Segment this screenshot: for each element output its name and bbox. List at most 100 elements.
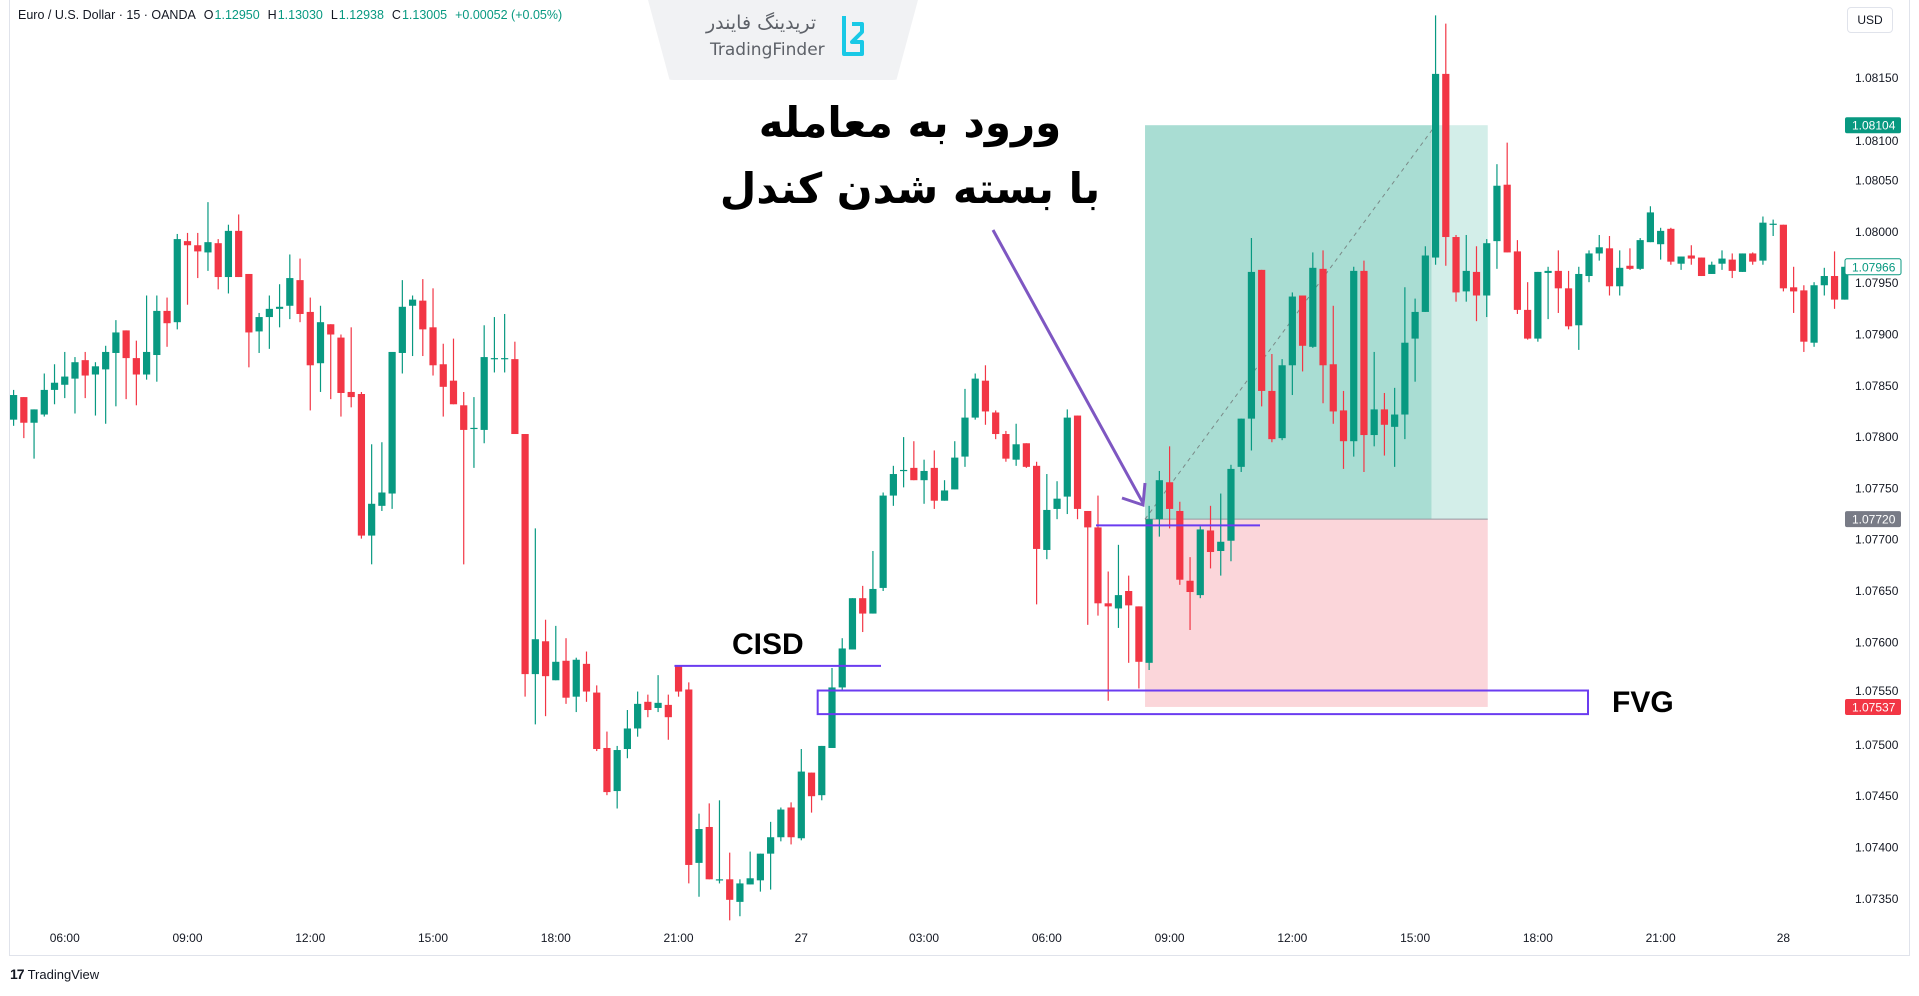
candle-93	[961, 388, 969, 467]
candle-body	[1339, 410, 1348, 442]
candle-38	[398, 280, 406, 374]
tradingview-logo[interactable]: 17 TradingView	[10, 966, 99, 982]
candle-19	[204, 202, 212, 271]
candle-44	[460, 391, 468, 565]
candle-body	[1104, 603, 1112, 607]
candle-107	[1104, 571, 1112, 701]
candle-132	[1360, 260, 1368, 472]
candle-30	[316, 305, 325, 392]
candle-body	[501, 358, 509, 360]
candle-body	[1125, 591, 1133, 606]
candle-body	[337, 337, 345, 393]
candle-body	[1544, 270, 1552, 273]
candle-117	[1206, 505, 1215, 569]
price-tick: 1.07450	[1855, 789, 1899, 803]
candle-70	[726, 852, 734, 921]
candle-3	[40, 373, 48, 417]
candle-165	[1697, 257, 1706, 277]
candle-body	[1135, 606, 1143, 662]
tradingview-brand: TradingView	[27, 966, 100, 982]
candle-body	[654, 702, 662, 708]
candle-33	[347, 327, 355, 408]
high-label: H	[267, 8, 277, 22]
symbol-title[interactable]: Euro / U.S. Dollar · 15 · OANDA	[18, 8, 196, 22]
price-badge-stop-loss: 1.07537	[1845, 698, 1901, 715]
candle-body	[634, 703, 642, 729]
candle-162	[1667, 227, 1675, 265]
candle-body	[1288, 296, 1296, 366]
candle-164	[1687, 245, 1695, 265]
candle-body	[1002, 434, 1010, 459]
candle-body	[736, 883, 744, 902]
time-tick: 12:00	[1277, 931, 1307, 945]
candle-55	[572, 657, 580, 713]
candle-body	[685, 689, 693, 865]
candle-body	[1626, 265, 1634, 269]
candle-113	[1165, 446, 1174, 529]
candle-110	[1135, 606, 1143, 689]
candle-21	[224, 224, 233, 294]
candle-body	[971, 378, 979, 418]
candle-135	[1391, 387, 1399, 467]
candle-4	[50, 364, 59, 405]
open-value: 1.12950	[214, 8, 260, 22]
candle-body	[961, 417, 969, 457]
candle-111	[1145, 505, 1153, 671]
candle-163	[1677, 256, 1685, 270]
tradingfinder-watermark: تریدینگ فایندر TradingFinder	[648, 0, 918, 80]
candle-body	[470, 427, 478, 430]
candle-body	[531, 639, 539, 675]
candle-150	[1544, 266, 1552, 320]
candle-body	[1575, 273, 1583, 326]
candle-62	[644, 694, 652, 718]
entry-annotation-line1: ورود به معامله	[758, 98, 1062, 147]
candle-56	[582, 651, 591, 702]
candle-11	[122, 330, 130, 400]
candle-body	[940, 490, 949, 501]
candle-body	[255, 317, 263, 332]
time-tick: 21:00	[664, 931, 694, 945]
candle-body	[511, 359, 519, 435]
candle-body	[1483, 243, 1491, 296]
candle-body	[81, 360, 89, 376]
candle-body	[715, 879, 724, 881]
candle-41	[429, 288, 437, 376]
candle-34	[357, 391, 366, 539]
candle-124	[1278, 359, 1286, 441]
price-tick: 1.08100	[1855, 134, 1899, 148]
candle-body	[1738, 253, 1747, 272]
candle-160	[1646, 206, 1654, 243]
candle-153	[1575, 266, 1583, 350]
candle-body	[1217, 541, 1225, 551]
candle-body	[408, 299, 417, 306]
time-tick: 21:00	[1646, 931, 1676, 945]
candle-35	[368, 444, 376, 565]
candle-90	[930, 450, 938, 509]
candle-body	[1564, 288, 1573, 327]
candle-79	[818, 745, 826, 801]
candle-body	[1493, 185, 1501, 242]
currency-button[interactable]: USD	[1847, 7, 1893, 33]
candle-body	[1667, 228, 1675, 262]
candle-143	[1472, 246, 1481, 322]
candle-66	[685, 682, 693, 884]
candle-body	[460, 405, 468, 430]
candle-body	[767, 837, 775, 854]
candle-body	[1442, 73, 1450, 238]
candle-body	[879, 495, 887, 588]
candle-87	[900, 437, 908, 488]
candle-177	[1820, 267, 1828, 296]
candle-17	[183, 232, 192, 305]
candle-body	[1585, 253, 1593, 277]
candle-body	[10, 395, 18, 420]
price-tick: 1.07700	[1855, 533, 1899, 547]
candle-body	[1329, 364, 1337, 412]
candle-96	[992, 410, 1000, 440]
candle-body	[1524, 309, 1532, 339]
candle-body	[828, 687, 836, 748]
time-tick: 28	[1777, 931, 1791, 945]
candle-29	[306, 297, 314, 411]
candle-body	[1370, 409, 1378, 436]
candle-15	[163, 297, 171, 347]
